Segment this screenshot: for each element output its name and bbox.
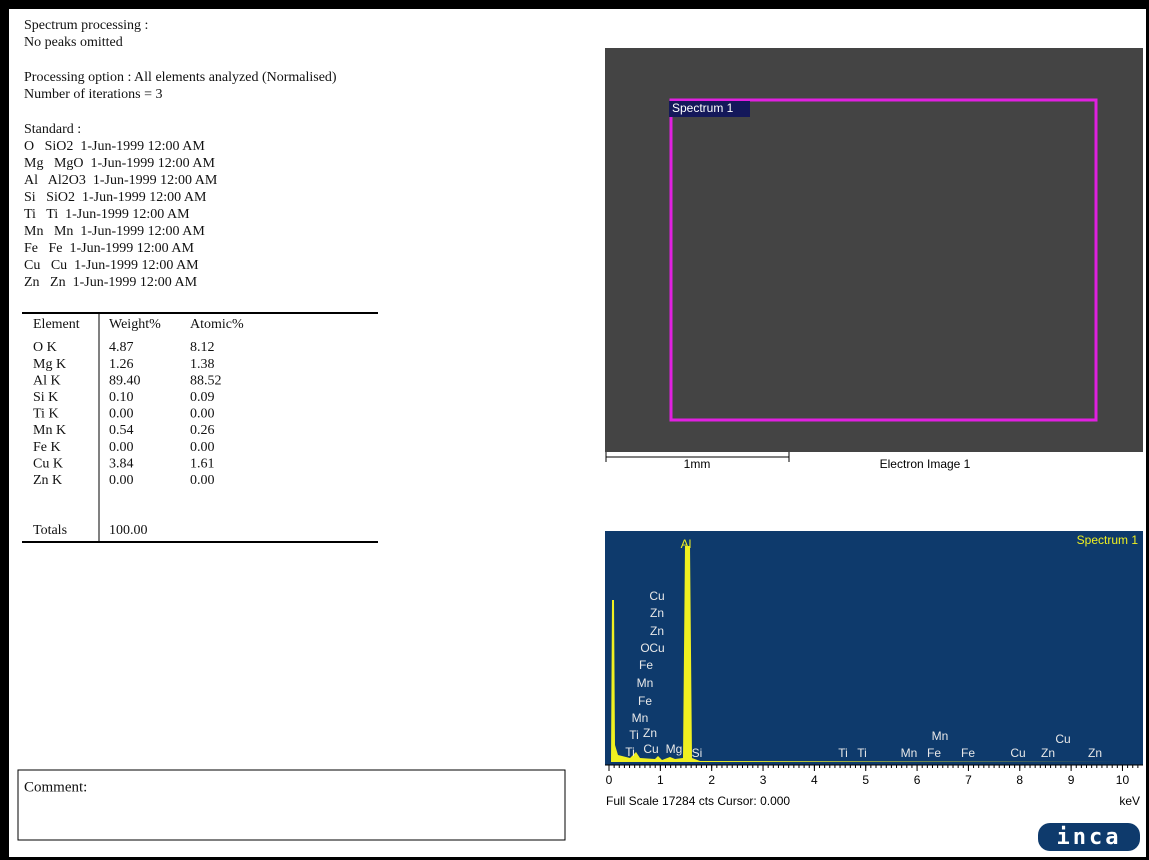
left-border: [0, 0, 9, 860]
table-cell: 0.00: [190, 440, 215, 455]
table-cell: 1.26: [109, 357, 134, 372]
table-cell: Mn K: [33, 423, 66, 438]
table-cell: 8.12: [190, 340, 215, 355]
table-cell: Al K: [33, 373, 61, 388]
table-cell: Zn K: [33, 473, 62, 488]
table-cell: 0.26: [190, 423, 215, 438]
region-label: Spectrum 1: [672, 101, 734, 115]
comment-box: [18, 770, 565, 840]
peak-label: Mg: [666, 742, 683, 756]
column-header: Weight%: [109, 317, 161, 332]
peak-label: Cu: [1055, 732, 1070, 746]
image-caption: Electron Image 1: [880, 457, 971, 471]
spectrum-title: Spectrum 1: [1077, 533, 1139, 547]
page: {"header": {"spectrum_processing": "Spec…: [0, 0, 1149, 860]
table-cell: 89.40: [109, 373, 141, 388]
table-cell: 0.00: [109, 473, 134, 488]
standard-row: Mg MgO 1-Jun-1999 12:00 AM: [24, 156, 216, 171]
standard-row: O SiO2 1-Jun-1999 12:00 AM: [24, 139, 205, 154]
peak-label: Zn: [643, 726, 657, 740]
table-cell: 0.54: [109, 423, 134, 438]
peak-label: Cu: [649, 641, 664, 655]
x-tick-label: 1: [657, 773, 664, 787]
x-tick-label: 7: [965, 773, 972, 787]
report: Spectrum processing : No peaks omitted P…: [0, 0, 1149, 860]
standard-row: Cu Cu 1-Jun-1999 12:00 AM: [24, 258, 199, 273]
peak-label: Fe: [639, 658, 653, 672]
peak-label: Mn: [901, 746, 918, 760]
peak-label: Zn: [1041, 746, 1055, 760]
peak-label: Zn: [650, 606, 664, 620]
standard-title: Standard :: [24, 122, 81, 137]
table-cell: O K: [33, 340, 57, 355]
scale-label: 1mm: [684, 457, 711, 471]
peak-label: Fe: [927, 746, 941, 760]
totals-cell: 100.00: [109, 523, 148, 538]
peak-label: Si: [692, 746, 703, 760]
table-cell: Mg K: [33, 357, 66, 372]
peak-label: Ti: [838, 746, 848, 760]
totals-cell: Totals: [33, 523, 67, 538]
spectrum-footer: Full Scale 17284 cts Cursor: 0.000: [606, 794, 790, 808]
table-cell: Fe K: [33, 440, 61, 455]
peak-label: Mn: [632, 711, 649, 725]
processing-title: Spectrum processing :: [24, 18, 148, 33]
x-tick-label: 3: [760, 773, 767, 787]
x-tick-label: 9: [1068, 773, 1075, 787]
table-cell: 0.10: [109, 390, 134, 405]
standard-row: Zn Zn 1-Jun-1999 12:00 AM: [24, 275, 198, 290]
peak-label: Ti: [625, 745, 635, 759]
peak-label: Cu: [1010, 746, 1025, 760]
peak-label: Fe: [638, 694, 652, 708]
x-tick-label: 2: [708, 773, 715, 787]
peak-label: Al: [681, 537, 692, 551]
x-axis-unit: keV: [1119, 794, 1140, 808]
x-tick-label: 5: [862, 773, 869, 787]
peak-label: Cu: [649, 589, 664, 603]
peak-label: O: [640, 641, 649, 655]
standard-row: Fe Fe 1-Jun-1999 12:00 AM: [24, 241, 195, 256]
table-cell: Si K: [33, 390, 58, 405]
peak-label: Zn: [650, 624, 664, 638]
table-cell: 88.52: [190, 373, 222, 388]
table-cell: 0.00: [109, 407, 134, 422]
table-cell: Cu K: [33, 456, 63, 471]
peak-label: Ti: [857, 746, 867, 760]
logo: inca: [1057, 825, 1122, 850]
peak-label: Cu: [643, 742, 658, 756]
peak-label: Ti: [629, 728, 639, 742]
standard-row: Mn Mn 1-Jun-1999 12:00 AM: [24, 224, 205, 239]
standard-row: Al Al2O3 1-Jun-1999 12:00 AM: [24, 173, 218, 188]
processing-iterations: Number of iterations = 3: [24, 87, 163, 102]
processing-option: Processing option : All elements analyze…: [24, 70, 337, 85]
x-tick-label: 6: [914, 773, 921, 787]
peak-label: Zn: [1088, 746, 1102, 760]
comment-label: Comment:: [24, 779, 87, 795]
table-cell: 3.84: [109, 456, 134, 471]
x-tick-label: 0: [606, 773, 613, 787]
table-cell: 4.87: [109, 340, 134, 355]
table-cell: 0.00: [190, 407, 215, 422]
standard-row: Ti Ti 1-Jun-1999 12:00 AM: [24, 207, 190, 222]
peak-label: Mn: [932, 729, 949, 743]
column-header: Element: [33, 317, 80, 332]
processing-peaks: No peaks omitted: [24, 35, 123, 50]
x-tick-label: 4: [811, 773, 818, 787]
table-cell: 0.00: [190, 473, 215, 488]
peak-label: Mn: [637, 676, 654, 690]
table-cell: 1.61: [190, 456, 215, 471]
x-tick-label: 8: [1016, 773, 1023, 787]
table-cell: Ti K: [33, 407, 59, 422]
table-cell: 0.00: [109, 440, 134, 455]
peak-label: Fe: [961, 746, 975, 760]
table-cell: 0.09: [190, 390, 215, 405]
standard-row: Si SiO2 1-Jun-1999 12:00 AM: [24, 190, 207, 205]
column-header: Atomic%: [190, 317, 244, 332]
x-tick-label: 10: [1116, 773, 1130, 787]
top-border: [0, 0, 1149, 9]
table-cell: 1.38: [190, 357, 215, 372]
